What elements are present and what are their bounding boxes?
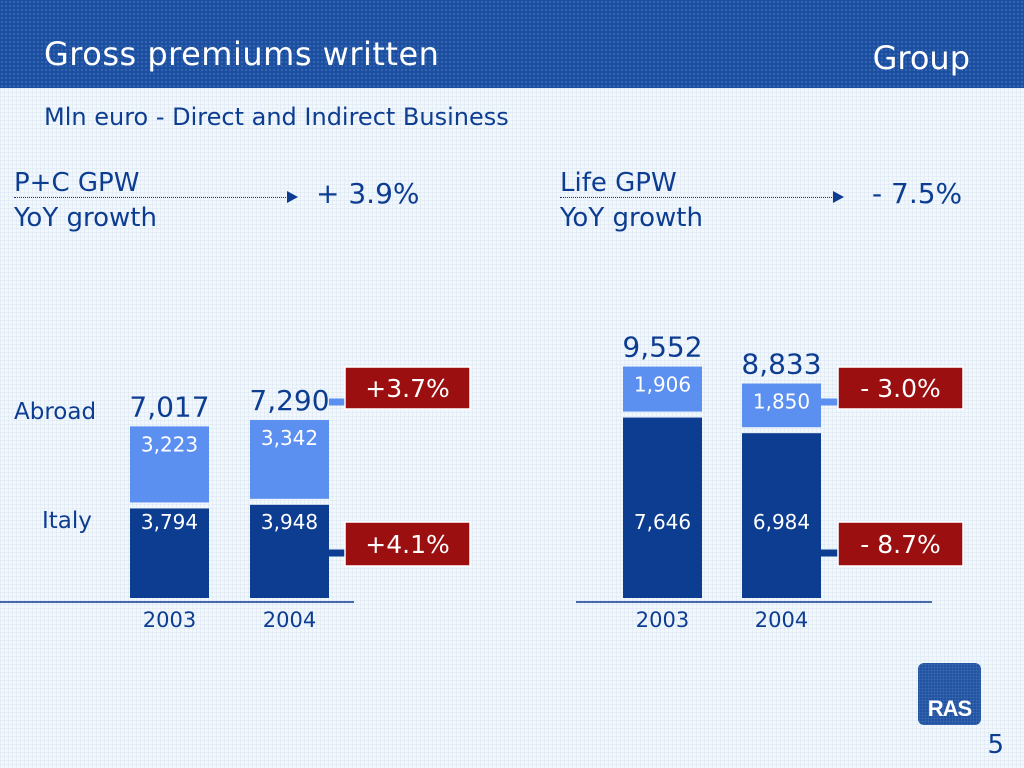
group-label: Group (872, 39, 970, 77)
life-bar-italy-2003 (623, 417, 702, 598)
pc-x-tick-2003: 2003 (143, 608, 196, 632)
pc-growth-box-italy (344, 521, 471, 567)
pc-kpi-label-line2: YoY growth (14, 203, 157, 233)
life-total-2004: 8,833 (741, 348, 821, 381)
pc-bar-italy-2004 (250, 504, 329, 598)
life-bar-abroad-2004 (742, 383, 821, 428)
life-label-italy-2004: 6,984 (753, 510, 810, 534)
pc-kpi-dotted-line (14, 197, 286, 198)
life-kpi-dotted-line (560, 197, 832, 198)
life-growth-abroad: - 3.0% (860, 374, 940, 403)
life-growth-box-italy (837, 521, 964, 567)
life-label-abroad-2003: 1,906 (634, 373, 691, 397)
pc-bar-italy-2003 (130, 508, 209, 598)
header-bar: Gross premiums written Group (0, 0, 1024, 88)
life-kpi-arrow-icon (833, 191, 844, 203)
life-label-abroad-2004: 1,850 (753, 390, 810, 414)
life-x-tick-2004: 2004 (755, 608, 808, 632)
life-bar-abroad-2003 (623, 366, 702, 412)
ras-logo-text: RAS (927, 696, 972, 721)
pc-total-2004: 7,290 (249, 384, 329, 417)
pc-kpi-label-line1: P+C GPW (14, 168, 140, 198)
pc-growth-abroad: +3.7% (365, 374, 449, 403)
pc-label-abroad-2003: 3,223 (141, 432, 198, 456)
life-kpi-label-line2: YoY growth (560, 203, 703, 233)
pc-kpi-value: + 3.9% (316, 177, 420, 210)
pc-total-2003: 7,017 (129, 390, 209, 423)
legend-abroad: Abroad (14, 399, 96, 425)
life-kpi-value: - 7.5% (872, 177, 963, 210)
life-kpi-label-line1: Life GPW (560, 168, 677, 198)
pc-label-abroad-2004: 3,342 (261, 426, 318, 450)
pc-x-tick-2004: 2004 (263, 608, 316, 632)
ras-logo: RAS (918, 663, 981, 725)
page-number: 5 (987, 730, 1004, 760)
life-bar-italy-2004 (742, 433, 821, 598)
pc-label-italy-2003: 3,794 (141, 510, 198, 534)
pc-label-italy-2004: 3,948 (261, 510, 318, 534)
subtitle: Mln euro - Direct and Indirect Business (44, 103, 509, 131)
life-growth-italy: - 8.7% (860, 530, 940, 559)
pc-bar-abroad-2003 (130, 426, 209, 503)
pc-bar-abroad-2004 (250, 419, 329, 499)
legend-italy: Italy (42, 508, 92, 534)
life-x-tick-2003: 2003 (636, 608, 689, 632)
pc-growth-box-abroad (344, 366, 471, 410)
page-title: Gross premiums written (44, 35, 440, 73)
pc-growth-italy: +4.1% (365, 530, 449, 559)
life-total-2003: 9,552 (622, 331, 702, 364)
life-label-italy-2003: 7,646 (634, 510, 691, 534)
pc-kpi-arrow-icon (287, 191, 298, 203)
life-growth-box-abroad (837, 366, 964, 410)
